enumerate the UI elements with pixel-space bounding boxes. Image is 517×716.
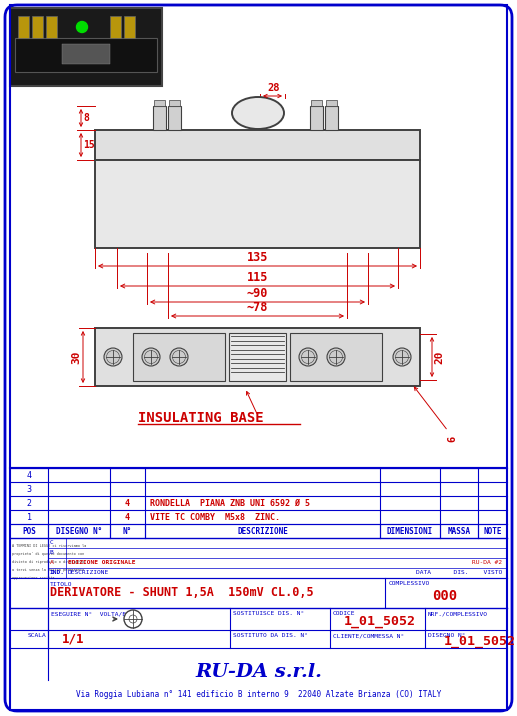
Text: ~78: ~78 xyxy=(247,301,268,314)
Text: MASSA: MASSA xyxy=(447,526,470,536)
Bar xyxy=(95,328,420,386)
Text: 8: 8 xyxy=(83,113,89,123)
Text: B: B xyxy=(50,551,54,556)
Text: CLIENTE/COMMESSA N°: CLIENTE/COMMESSA N° xyxy=(333,633,404,638)
Bar xyxy=(124,16,135,38)
Bar xyxy=(169,100,180,106)
Text: VITE TC COMBY  M5x8  ZINC.: VITE TC COMBY M5x8 ZINC. xyxy=(150,513,280,521)
Text: 2: 2 xyxy=(26,498,32,508)
Bar xyxy=(62,44,110,64)
Text: SCALA: SCALA xyxy=(28,633,47,638)
Bar xyxy=(110,16,121,38)
Text: IND.: IND. xyxy=(50,571,65,576)
Text: INSULATING BASE: INSULATING BASE xyxy=(138,411,264,425)
Text: 115: 115 xyxy=(247,271,268,284)
Bar xyxy=(10,5,507,468)
Circle shape xyxy=(170,348,188,366)
Bar xyxy=(95,130,420,160)
Text: 1_01_5052: 1_01_5052 xyxy=(344,614,416,627)
Text: 3: 3 xyxy=(26,485,32,493)
Text: RU-DA s.r.l.: RU-DA s.r.l. xyxy=(195,662,322,681)
Text: 4: 4 xyxy=(125,498,130,508)
Text: N°: N° xyxy=(123,526,132,536)
Text: 1/1: 1/1 xyxy=(62,632,84,646)
Text: DISEGNO N°: DISEGNO N° xyxy=(428,633,465,638)
Bar xyxy=(32,16,43,38)
Bar xyxy=(15,38,157,72)
Text: 1: 1 xyxy=(26,513,32,521)
Text: EDIZIONE ORIGINALE: EDIZIONE ORIGINALE xyxy=(68,561,135,566)
Bar xyxy=(10,468,507,710)
Text: a terzi senza la nostra permanente: a terzi senza la nostra permanente xyxy=(12,568,84,572)
Bar xyxy=(311,100,322,106)
Bar xyxy=(325,106,338,130)
Text: 28: 28 xyxy=(267,83,280,93)
Text: ESEGUIRE N°  VOLTA/E: ESEGUIRE N° VOLTA/E xyxy=(51,611,126,616)
Text: Via Roggia Lubiana n° 141 edificio B interno 9  22040 Alzate Brianza (CO) ITALY: Via Roggia Lubiana n° 141 edificio B int… xyxy=(76,690,441,699)
Text: 1_01_5052: 1_01_5052 xyxy=(444,634,516,647)
Text: A TERMINI DI LEGGE ci riserviamo la: A TERMINI DI LEGGE ci riserviamo la xyxy=(12,544,86,548)
Text: DESCRIZIONE: DESCRIZIONE xyxy=(237,526,288,536)
Text: 000: 000 xyxy=(432,589,458,603)
Text: A: A xyxy=(50,561,54,566)
Circle shape xyxy=(299,348,317,366)
Text: C: C xyxy=(50,541,54,546)
Text: approvazione scritta.: approvazione scritta. xyxy=(12,576,57,580)
Bar xyxy=(10,468,507,710)
Bar xyxy=(18,16,29,38)
Text: DATA      DIS.    VISTO: DATA DIS. VISTO xyxy=(416,571,502,576)
Circle shape xyxy=(142,348,160,366)
Text: NRF./COMPLESSIVO: NRF./COMPLESSIVO xyxy=(428,611,488,616)
Bar xyxy=(168,106,181,130)
Text: POS: POS xyxy=(22,526,36,536)
Bar xyxy=(154,100,165,106)
Bar xyxy=(133,333,225,381)
Text: TITOLO: TITOLO xyxy=(50,582,72,587)
Text: RONDELLA  PIANA ZNB UNI 6592 Ø 5: RONDELLA PIANA ZNB UNI 6592 Ø 5 xyxy=(150,498,310,508)
FancyBboxPatch shape xyxy=(5,5,512,711)
Ellipse shape xyxy=(232,97,284,129)
Text: 4: 4 xyxy=(26,470,32,480)
Text: DERIVATORE - SHUNT 1,5A  150mV CL.0,5: DERIVATORE - SHUNT 1,5A 150mV CL.0,5 xyxy=(50,586,314,599)
Circle shape xyxy=(393,348,411,366)
Circle shape xyxy=(104,348,122,366)
Text: 15: 15 xyxy=(83,140,95,150)
Text: COMPLESSIVO: COMPLESSIVO xyxy=(389,581,430,586)
Bar xyxy=(10,8,162,86)
Bar xyxy=(310,106,323,130)
Text: divieto di riprodurlo o divulgarlo: divieto di riprodurlo o divulgarlo xyxy=(12,560,84,564)
Text: 4: 4 xyxy=(125,513,130,521)
Text: proprieta' di questo documento con: proprieta' di questo documento con xyxy=(12,552,84,556)
Bar xyxy=(326,100,337,106)
Circle shape xyxy=(124,610,142,628)
Text: 20: 20 xyxy=(434,350,444,364)
Text: DIMENSIONI: DIMENSIONI xyxy=(387,526,433,536)
Text: DISEGNO N°: DISEGNO N° xyxy=(56,526,102,536)
Text: SOSTITUISCE DIS. N°: SOSTITUISCE DIS. N° xyxy=(233,611,304,616)
Text: SOSTITUTO DA DIS. N°: SOSTITUTO DA DIS. N° xyxy=(233,633,308,638)
Bar xyxy=(46,16,57,38)
Bar xyxy=(95,160,420,248)
Bar xyxy=(229,333,286,381)
Text: RU-DA #2: RU-DA #2 xyxy=(472,561,502,566)
Circle shape xyxy=(77,21,87,32)
Bar xyxy=(290,333,382,381)
Text: ~90: ~90 xyxy=(247,287,268,300)
Circle shape xyxy=(327,348,345,366)
Text: 6: 6 xyxy=(447,436,457,442)
Text: NOTE: NOTE xyxy=(483,526,502,536)
Text: CODICE: CODICE xyxy=(333,611,356,616)
Bar xyxy=(153,106,166,130)
Text: 135: 135 xyxy=(247,251,268,264)
Text: DESCRIZIONE: DESCRIZIONE xyxy=(68,571,109,576)
Text: 30: 30 xyxy=(71,350,81,364)
